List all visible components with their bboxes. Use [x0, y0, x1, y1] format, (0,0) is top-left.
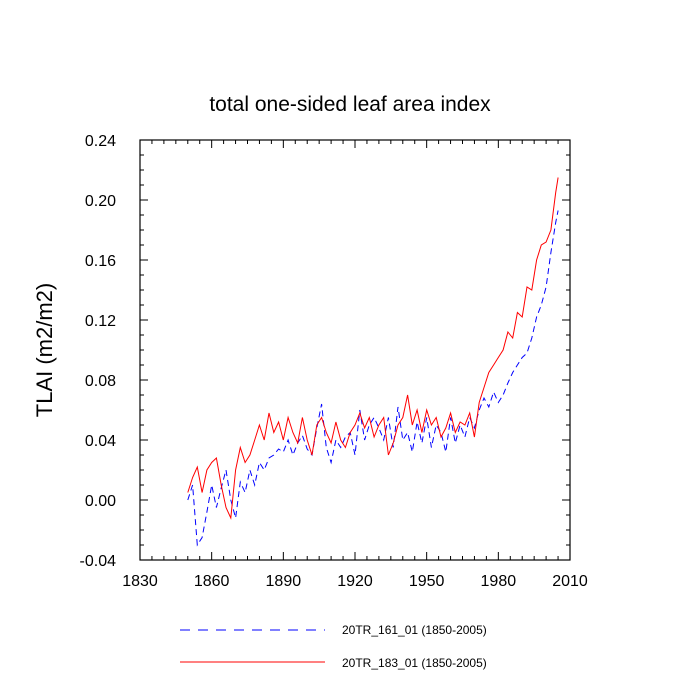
y-axis-label: TLAI (m2/m2)	[32, 283, 57, 417]
y-tick-label: 0.20	[85, 193, 116, 210]
x-tick-label: 1830	[122, 573, 158, 590]
x-tick-label: 1860	[194, 573, 230, 590]
y-tick-label: 0.08	[85, 373, 116, 390]
series-layer	[187, 177, 559, 547]
ticks-layer: 1830 1860 1890 1920 1950 1980 2010 -0.04 0.00 0.0…	[80, 133, 588, 590]
legend-label-20tr-183: 20TR_183_01 (1850-2005)	[342, 656, 487, 670]
series-line-0	[187, 210, 559, 547]
legend-label-20tr-161: 20TR_161_01 (1850-2005)	[342, 623, 487, 637]
plot-frame	[139, 139, 571, 561]
x-tick-label: 1980	[481, 573, 517, 590]
y-tick-label: 0.24	[85, 133, 116, 150]
x-tick-label: 1920	[337, 573, 373, 590]
x-tick-label: 1950	[409, 573, 445, 590]
y-tick-label: -0.04	[80, 553, 117, 570]
x-tick-label: 2010	[552, 573, 588, 590]
y-tick-label: 0.00	[85, 493, 116, 510]
y-tick-label: 0.04	[85, 433, 116, 450]
series-line-1	[187, 177, 559, 520]
y-tick-label: 0.12	[85, 313, 116, 330]
legend: 20TR_161_01 (1850-2005) 20TR_183_01 (185…	[180, 623, 487, 670]
x-tick-label: 1890	[266, 573, 302, 590]
y-tick-label: 0.16	[85, 253, 116, 270]
chart-title: total one-sided leaf area index	[209, 93, 491, 116]
